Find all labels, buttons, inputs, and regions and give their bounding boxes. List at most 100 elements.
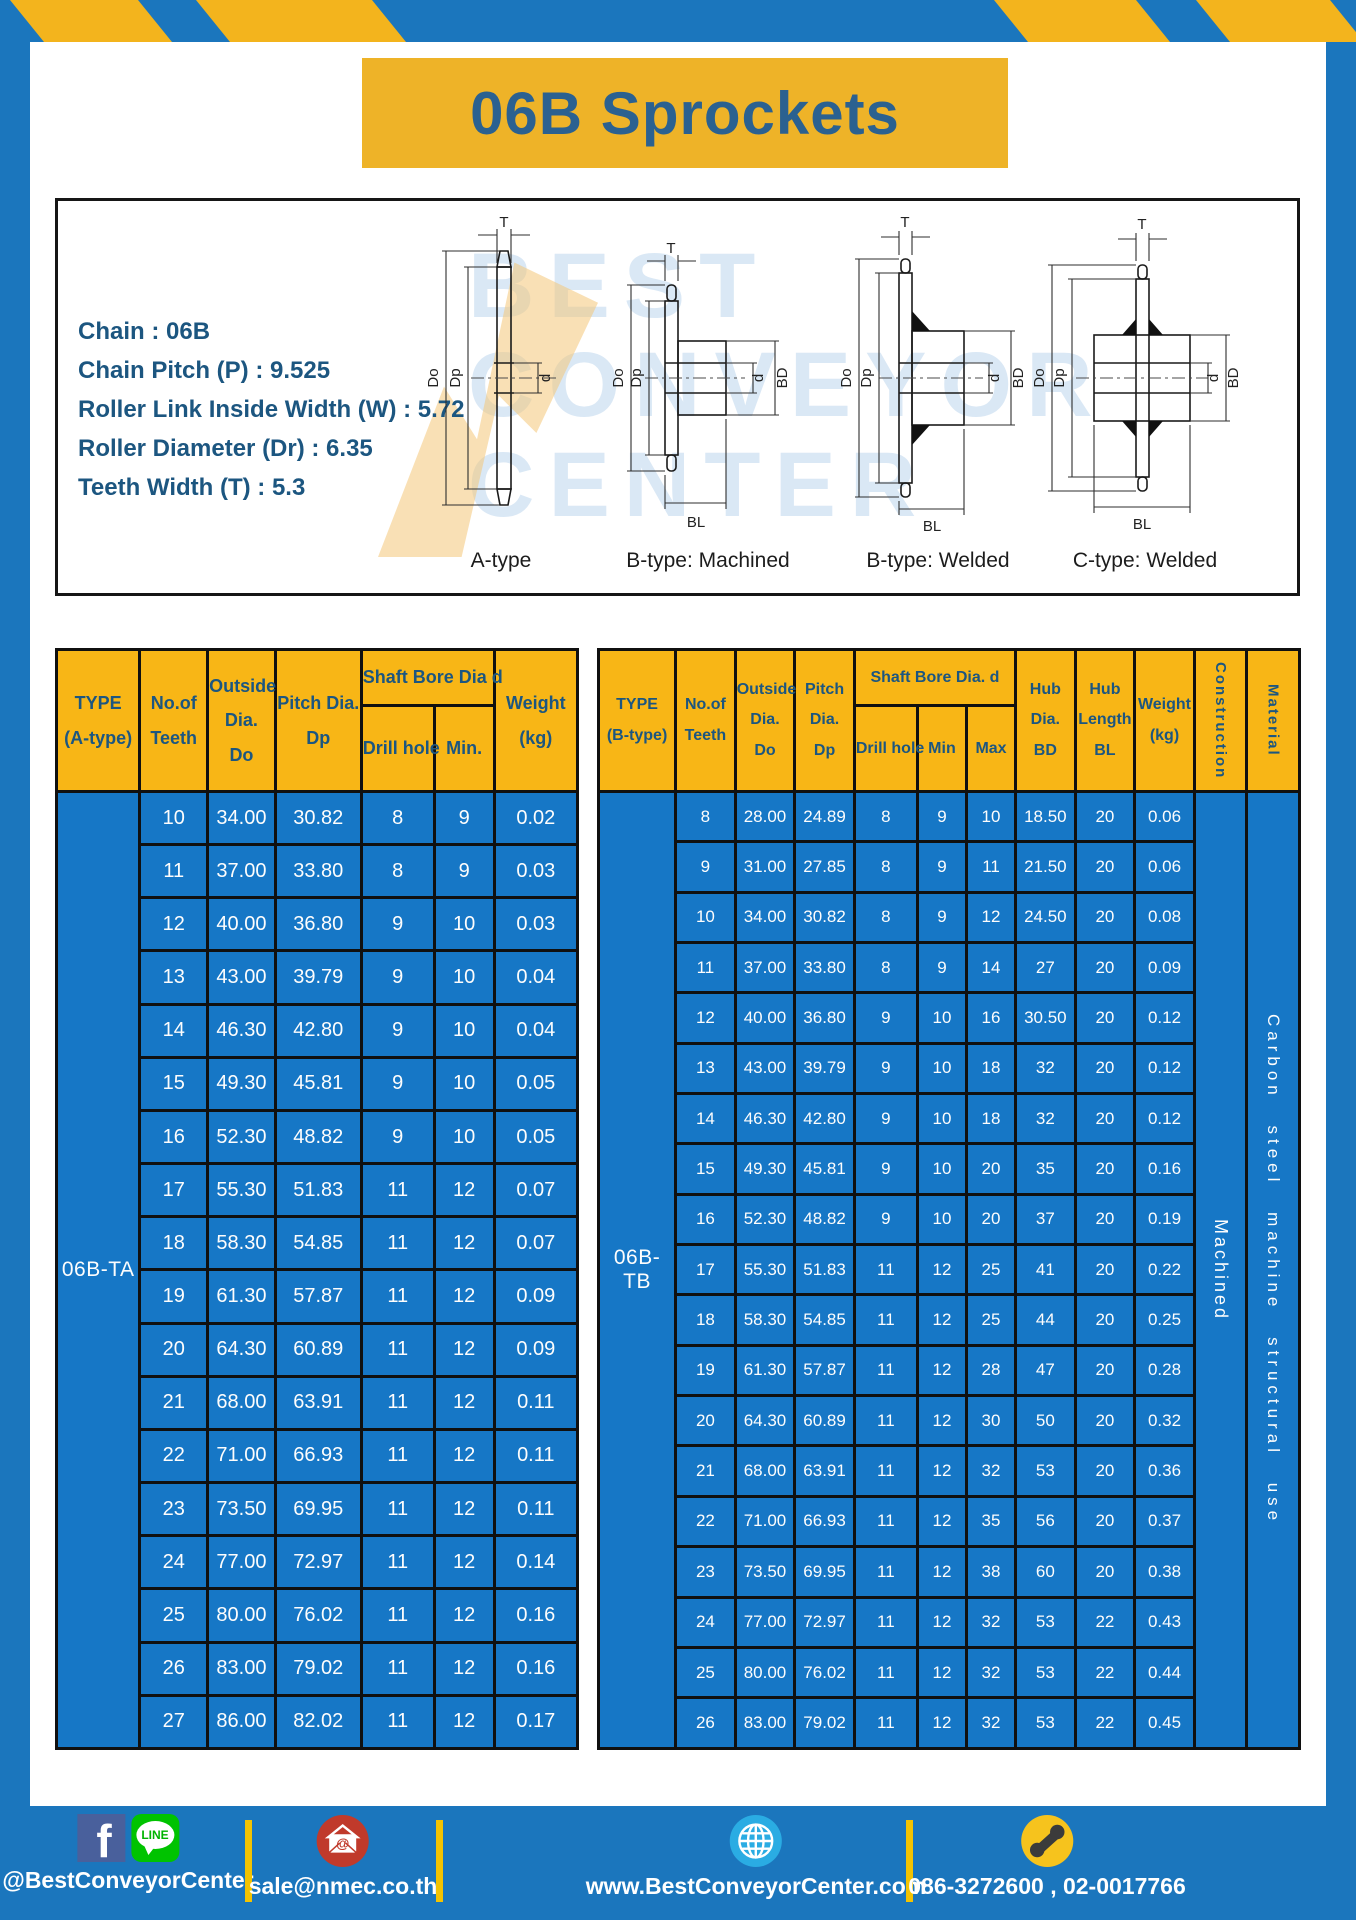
col-header-weight-b: Weight (kg)	[1133, 648, 1196, 793]
data-cell: 10	[432, 949, 496, 1006]
data-cell: 12	[432, 1640, 496, 1697]
table-row: 17 55.30 51.83 11 12 25 41 20 0.22	[599, 1243, 1300, 1297]
data-cell: 11	[359, 1374, 436, 1431]
data-cell: 71.00	[206, 1427, 277, 1485]
table-b-wrapper: TYPE (B-type) No.of Teeth Outside Dia. D…	[596, 648, 1301, 1750]
data-cell: 12	[915, 1293, 968, 1347]
data-cell: 69.95	[273, 1481, 363, 1538]
table-row: 16 52.30 48.82 9 10 20 37 20 0.19	[599, 1192, 1300, 1247]
data-cell: 0.36	[1133, 1444, 1196, 1498]
data-cell: 76.02	[793, 1645, 856, 1700]
data-cell: 16	[674, 1192, 737, 1247]
data-cell: 51.83	[793, 1243, 856, 1297]
data-cell: 0.04	[492, 1002, 580, 1059]
data-cell: 20	[1073, 1343, 1137, 1398]
type-label: 06B-TB	[596, 790, 678, 1750]
data-cell: 37	[1014, 1192, 1077, 1247]
data-cell: 58.30	[733, 1293, 797, 1347]
data-cell: 52.30	[733, 1192, 797, 1247]
data-cell: 16	[138, 1108, 210, 1166]
data-cell: 10	[432, 1108, 496, 1166]
col-header-outside-dia-b: Outside Dia. Do	[733, 648, 797, 793]
data-cell: 0.02	[492, 789, 580, 847]
data-cell: 79.02	[793, 1696, 856, 1750]
data-cell: 57.87	[273, 1268, 363, 1325]
table-row: 18 58.30 54.85 11 12 0.07	[57, 1215, 580, 1272]
data-cell: 42.80	[793, 1092, 856, 1146]
data-cell: 61.30	[733, 1343, 797, 1398]
data-cell: 0.17	[492, 1693, 580, 1751]
data-cell: 9	[852, 1092, 919, 1146]
spec-line: Roller Link Inside Width (W) : 5.72	[78, 395, 465, 423]
data-cell: 23	[674, 1545, 737, 1599]
footer-divider	[906, 1820, 913, 1902]
data-cell: 20	[1073, 1394, 1137, 1448]
data-cell: 11	[852, 1696, 919, 1750]
table-b-body: 06B-TB 8 28.00 24.89 8 9 10 18.50 20 0.06 Machined…	[596, 789, 1301, 1750]
right-border	[1326, 42, 1356, 1806]
data-cell: 32	[964, 1595, 1018, 1649]
footer-divider	[436, 1820, 443, 1902]
data-cell: 0.16	[492, 1587, 580, 1644]
data-cell: 0.16	[492, 1640, 580, 1697]
data-cell: 40.00	[206, 896, 277, 953]
data-cell: 32	[1014, 1092, 1077, 1146]
data-cell: 28.00	[733, 789, 797, 844]
svg-text:T: T	[666, 240, 675, 257]
data-cell: 18	[964, 1041, 1018, 1096]
data-cell: 9	[915, 789, 968, 844]
data-cell: 10	[432, 1002, 496, 1059]
diagram-c-type-welded: T Do Dp d BD BL	[1030, 213, 1260, 573]
data-cell: 53	[1014, 1696, 1077, 1750]
data-cell: 0.06	[1133, 789, 1196, 844]
sprocket-table-a: TYPE (A-type) No.of Teeth Outside Dia. D…	[54, 648, 580, 1751]
data-cell: 0.12	[1133, 1041, 1196, 1096]
data-cell: 25	[674, 1645, 737, 1700]
data-cell: 58.30	[206, 1215, 277, 1272]
data-cell: 34.00	[206, 789, 277, 847]
table-row: 13 43.00 39.79 9 10 0.04	[57, 949, 580, 1006]
footer-bar: f LINE @BestConveyorCenter @ sale@nmec.c…	[0, 1806, 1356, 1920]
data-cell: 37.00	[206, 843, 277, 900]
data-cell: 23	[138, 1481, 210, 1538]
data-cell: 0.04	[492, 949, 580, 1006]
data-cell: 11	[852, 1343, 919, 1398]
data-cell: 83.00	[733, 1696, 797, 1750]
data-cell: 15	[138, 1055, 210, 1112]
data-cell: 20	[138, 1321, 210, 1378]
data-cell: 14	[138, 1002, 210, 1059]
data-cell: 45.81	[273, 1055, 363, 1112]
data-cell: 53	[1014, 1595, 1077, 1649]
data-cell: 12	[432, 1321, 496, 1378]
data-cell: 0.25	[1133, 1293, 1196, 1347]
data-cell: 11	[852, 1595, 919, 1649]
svg-text:d: d	[537, 374, 554, 382]
data-cell: 49.30	[206, 1055, 277, 1112]
data-cell: 16	[964, 991, 1018, 1045]
data-cell: 10	[915, 1041, 968, 1096]
left-border	[0, 42, 30, 1806]
data-cell: 19	[138, 1268, 210, 1325]
data-cell: 32	[964, 1444, 1018, 1498]
data-cell: 12	[432, 1534, 496, 1591]
data-cell: 52.30	[206, 1108, 277, 1166]
data-cell: 20	[964, 1192, 1018, 1247]
spec-line: Teeth Width (T) : 5.3	[78, 473, 306, 501]
chain-spec-list: Chain : 06B Chain Pitch (P) : 9.525 Roll…	[78, 313, 478, 507]
diagram-caption: C-type: Welded	[1072, 549, 1218, 572]
data-cell: 66.93	[273, 1427, 363, 1485]
footer-divider	[245, 1820, 252, 1902]
data-cell: 0.05	[492, 1055, 580, 1112]
data-cell: 36.80	[793, 991, 856, 1045]
data-cell: 11	[359, 1534, 436, 1591]
data-cell: 11	[359, 1693, 436, 1751]
data-cell: 46.30	[206, 1002, 277, 1059]
data-cell: 45.81	[793, 1142, 856, 1196]
data-cell: 72.97	[793, 1595, 856, 1649]
data-cell: 0.09	[492, 1268, 580, 1325]
data-cell: 77.00	[206, 1534, 277, 1591]
spec-line: Roller Diameter (Dr) : 6.35	[78, 434, 373, 462]
data-cell: 63.91	[273, 1374, 363, 1431]
table-row: 21 68.00 63.91 11 12 32 53 20 0.36	[599, 1444, 1300, 1498]
data-cell: 30	[964, 1394, 1018, 1448]
